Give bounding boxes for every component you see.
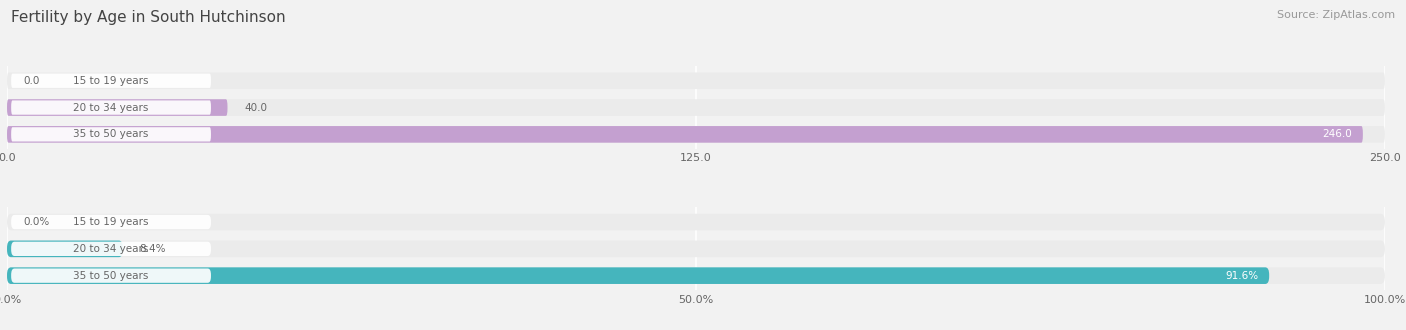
Text: 20 to 34 years: 20 to 34 years bbox=[73, 244, 149, 254]
Text: 0.0%: 0.0% bbox=[24, 217, 49, 227]
Text: 15 to 19 years: 15 to 19 years bbox=[73, 76, 149, 86]
FancyBboxPatch shape bbox=[11, 74, 211, 88]
FancyBboxPatch shape bbox=[7, 126, 1362, 143]
FancyBboxPatch shape bbox=[7, 241, 122, 257]
FancyBboxPatch shape bbox=[7, 267, 1385, 284]
Text: 35 to 50 years: 35 to 50 years bbox=[73, 129, 149, 139]
FancyBboxPatch shape bbox=[11, 242, 211, 256]
FancyBboxPatch shape bbox=[7, 241, 1385, 257]
Text: 40.0: 40.0 bbox=[245, 103, 267, 113]
Text: 35 to 50 years: 35 to 50 years bbox=[73, 271, 149, 280]
FancyBboxPatch shape bbox=[11, 215, 211, 229]
FancyBboxPatch shape bbox=[11, 100, 211, 115]
Text: Source: ZipAtlas.com: Source: ZipAtlas.com bbox=[1277, 10, 1395, 20]
Text: 91.6%: 91.6% bbox=[1225, 271, 1258, 280]
FancyBboxPatch shape bbox=[7, 99, 1385, 116]
FancyBboxPatch shape bbox=[7, 72, 1385, 89]
Text: 20 to 34 years: 20 to 34 years bbox=[73, 103, 149, 113]
Text: 15 to 19 years: 15 to 19 years bbox=[73, 217, 149, 227]
Text: Fertility by Age in South Hutchinson: Fertility by Age in South Hutchinson bbox=[11, 10, 285, 25]
Text: 246.0: 246.0 bbox=[1322, 129, 1351, 139]
FancyBboxPatch shape bbox=[7, 267, 1270, 284]
FancyBboxPatch shape bbox=[7, 214, 1385, 230]
Text: 0.0: 0.0 bbox=[24, 76, 39, 86]
FancyBboxPatch shape bbox=[7, 126, 1385, 143]
FancyBboxPatch shape bbox=[11, 127, 211, 142]
FancyBboxPatch shape bbox=[11, 269, 211, 283]
FancyBboxPatch shape bbox=[7, 99, 228, 116]
Text: 8.4%: 8.4% bbox=[139, 244, 166, 254]
